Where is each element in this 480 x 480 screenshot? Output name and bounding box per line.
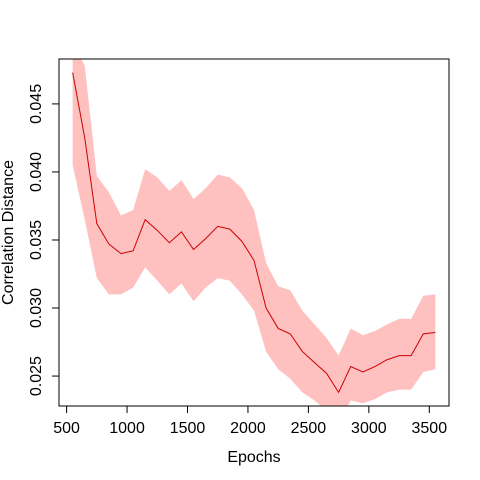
confidence-band	[72, 59, 436, 406]
x-tick-label: 2500	[291, 420, 327, 437]
series-line-layer	[72, 72, 436, 394]
y-tick-label: 0.025	[28, 356, 45, 396]
x-tick-label: 500	[53, 420, 80, 437]
plot-frame	[58, 58, 450, 407]
y-axis-title: Correlation Distance	[0, 160, 17, 305]
x-tick-label: 2000	[230, 420, 266, 437]
y-tick-label: 0.030	[28, 288, 45, 328]
x-axis: 500 1000 1500 2000 2500 3000 3500	[53, 406, 447, 437]
x-tick-label: 1500	[170, 420, 206, 437]
x-tick-label: 1000	[109, 420, 145, 437]
confidence-band-layer	[72, 59, 436, 406]
series-line	[72, 72, 436, 394]
y-axis: 0.025 0.030 0.035 0.040 0.045	[28, 84, 59, 396]
y-tick-label: 0.040	[28, 152, 45, 192]
x-axis-title: Epochs	[227, 449, 280, 466]
y-tick-label: 0.045	[28, 84, 45, 124]
x-tick-label: 3500	[412, 420, 448, 437]
x-tick-label: 3000	[351, 420, 387, 437]
y-tick-label: 0.035	[28, 220, 45, 260]
